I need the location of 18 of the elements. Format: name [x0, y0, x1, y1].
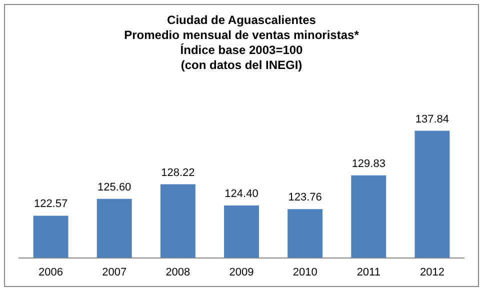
- x-tick-label: 2011: [356, 266, 380, 278]
- x-tick-label: 2010: [292, 266, 318, 278]
- data-label: 122.57: [34, 198, 68, 210]
- data-label: 128.22: [161, 166, 195, 179]
- x-tick-label: 2009: [229, 266, 254, 278]
- text: Ciudad de Aguascalientes: [167, 12, 316, 27]
- text: (con datos del INEGI): [180, 58, 302, 72]
- data-label: 124.40: [224, 188, 258, 200]
- x-tick-label: 2006: [38, 266, 64, 278]
- data-label: 123.76: [288, 192, 322, 204]
- x-tick-label: 2008: [166, 266, 190, 278]
- text: Índice base 2003=100: [180, 42, 303, 57]
- x-tick-label: 2007: [102, 266, 127, 278]
- data-label: 129.83: [352, 158, 386, 170]
- text: Promedio mensual de ventas minoristas*: [124, 28, 359, 42]
- data-label: 137.84: [415, 113, 450, 126]
- x-tick-label: 2012: [420, 266, 444, 278]
- data-label: 125.60: [98, 181, 132, 194]
